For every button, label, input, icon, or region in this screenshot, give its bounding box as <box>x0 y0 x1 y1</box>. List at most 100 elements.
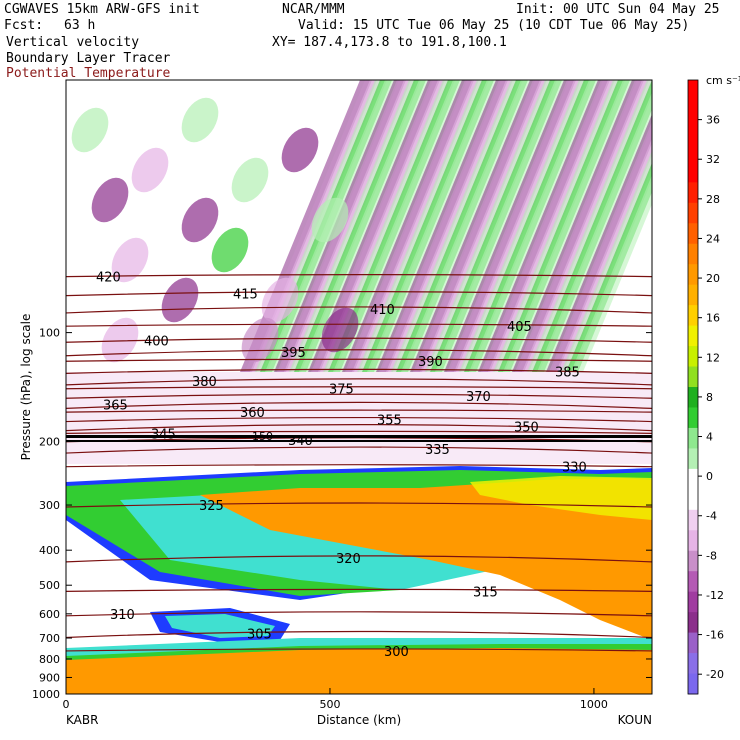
plot-fill-layer <box>66 80 652 694</box>
stratosphere-blobs <box>71 97 359 363</box>
theta-label: 340 <box>288 434 313 449</box>
colorbar-swatch <box>688 448 698 470</box>
colorbar-swatch <box>688 182 698 204</box>
y-axis-label: Pressure (hPa), log scale <box>19 314 33 461</box>
colorbar-label: 24 <box>706 232 720 245</box>
theta-line <box>66 409 652 413</box>
colorbar: 36 32 28 24 20 16 12 8 4 0 -4 -8 -12 -16 -20 <box>687 79 724 695</box>
colorbar-label: 36 <box>706 114 720 127</box>
colorbar-swatch <box>688 632 698 654</box>
theta-label: 355 <box>377 414 402 429</box>
y-tick-label: 700 <box>39 632 60 645</box>
theta-label: 375 <box>329 383 354 398</box>
colorbar-units: cm s⁻¹ <box>706 74 740 87</box>
theta-label: 405 <box>507 320 532 335</box>
colorbar-frame <box>687 79 699 695</box>
theta-label: 400 <box>144 334 169 349</box>
x-axis-label: Distance (km) <box>317 713 401 727</box>
colorbar-swatch <box>688 653 698 675</box>
colorbar-swatch <box>688 80 698 101</box>
wave-band <box>527 80 652 372</box>
colorbar-swatch <box>688 202 698 224</box>
theta-line <box>66 648 652 652</box>
colorbar-swatch <box>688 120 698 142</box>
vv-blob <box>321 307 359 353</box>
wave-band <box>556 138 652 372</box>
theta-label: 345 <box>151 427 176 442</box>
vv-blob <box>161 277 199 323</box>
tracer-orange-core <box>200 478 652 640</box>
theta-line <box>66 630 652 639</box>
x-tick-label: 500 <box>319 698 340 711</box>
colorbar-label: 20 <box>706 272 720 285</box>
field-potential-temperature: Potential Temperature <box>6 66 171 81</box>
theta-line <box>66 446 652 454</box>
theta-line <box>66 401 652 409</box>
org-label: NCAR/MMM <box>282 2 345 17</box>
tropopause-marker: 150 <box>252 430 273 443</box>
theta-line <box>66 274 652 278</box>
y-tick-label: 400 <box>39 544 60 557</box>
colorbar-swatch <box>688 284 698 306</box>
colorbar-label: -4 <box>706 510 717 523</box>
theta-label: 390 <box>418 355 443 370</box>
theta-line <box>66 306 652 314</box>
theta-line <box>66 588 652 592</box>
wave-band <box>571 174 652 372</box>
theta-line <box>66 368 652 374</box>
colorbar-swatch <box>688 346 698 368</box>
wave-band <box>537 92 652 372</box>
theta-label: 410 <box>370 303 395 318</box>
colorbar-swatch <box>688 673 698 695</box>
colorbar-label: 8 <box>706 391 713 404</box>
vv-blob <box>311 197 349 243</box>
theta-label: 350 <box>514 421 539 436</box>
y-tick-label: 500 <box>39 579 60 592</box>
colorbar-swatch <box>688 550 698 572</box>
theta-line <box>66 555 652 563</box>
theta-label: 420 <box>96 271 121 286</box>
x-tick-label: 0 <box>63 698 70 711</box>
y-tick-label: 800 <box>39 653 60 666</box>
theta-line <box>66 393 652 399</box>
theta-label: 315 <box>473 585 498 600</box>
colorbar-swatch <box>688 366 698 388</box>
theta-label: 320 <box>336 552 361 567</box>
x-tick-label: 1000 <box>580 698 608 711</box>
theta-label: 380 <box>192 375 217 390</box>
theta-line <box>66 464 652 468</box>
vv-blob <box>181 197 219 243</box>
theta-label: 365 <box>103 398 128 413</box>
wave-band <box>546 114 652 372</box>
theta-line <box>66 424 652 432</box>
theta-label: 300 <box>384 645 409 660</box>
colorbar-swatch <box>688 489 698 511</box>
theta-label: 330 <box>562 461 587 476</box>
tropopause-line <box>66 435 652 438</box>
colorbar-swatch <box>688 468 698 490</box>
colorbar-swatch <box>688 591 698 613</box>
theta-label: 370 <box>466 390 491 405</box>
wave-band <box>551 126 652 372</box>
colorbar-swatch <box>688 243 698 265</box>
colorbar-label: -16 <box>706 629 724 642</box>
valid-time: Valid: 15 UTC Tue 06 May 25 (10 CDT Tue … <box>298 18 690 33</box>
vv-blob <box>101 317 139 363</box>
colorbar-swatch <box>688 509 698 531</box>
y-tick-label: 300 <box>39 499 60 512</box>
gravity-wave-pattern <box>240 80 652 372</box>
vv-blob <box>231 157 269 203</box>
theta-line <box>66 386 652 390</box>
x-axis: 0 500 1000 <box>63 688 608 711</box>
boundary-layer-orange <box>66 648 652 694</box>
wave-band <box>561 150 652 372</box>
colorbar-label: -20 <box>706 668 724 681</box>
y-tick-label: 600 <box>39 608 60 621</box>
colorbar-label: 4 <box>706 431 713 444</box>
colorbar-label: 28 <box>706 193 720 206</box>
tropopause-line-2 <box>66 440 652 442</box>
theta-line <box>66 323 652 327</box>
right-endpoint-label: KOUN <box>618 713 652 727</box>
colorbar-swatch <box>688 100 698 122</box>
